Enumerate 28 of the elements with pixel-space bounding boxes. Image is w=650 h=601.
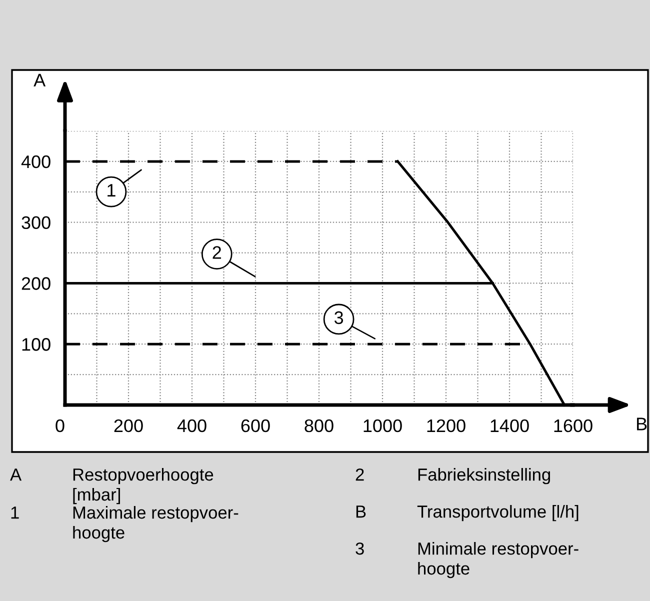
text: Maximale restopvoer- hoogte — [73, 506, 238, 542]
text: 2 — [356, 468, 364, 481]
x-tick-label: 1400 — [490, 419, 529, 432]
annotation: 1 — [108, 184, 116, 196]
text: Restopvoerhoogte [mbar] — [73, 468, 214, 504]
y-axis-title: A — [34, 74, 46, 86]
y-tick-label: 100 — [22, 338, 50, 351]
text: A — [10, 468, 22, 481]
text: 3 — [356, 542, 364, 555]
x-tick-label: 800 — [304, 419, 334, 432]
x-tick-label: 200 — [114, 419, 143, 432]
x-tick-label: 1000 — [364, 419, 402, 432]
text: Minimale restopvoer- hoogte — [418, 542, 578, 578]
x-tick-label: 0 — [56, 419, 64, 432]
text: Transportvolume [l/h] — [417, 505, 578, 522]
annotation: 2 — [212, 246, 222, 259]
text: 1 — [11, 506, 19, 519]
text: B — [356, 506, 366, 518]
y-tick-label: 200 — [22, 277, 50, 290]
y-tick-label: 300 — [22, 216, 50, 230]
x-tick-label: 1600 — [554, 419, 592, 432]
x-tick-label: 1200 — [427, 419, 466, 432]
x-tick-label: 400 — [177, 419, 206, 432]
annotation: 3 — [334, 311, 344, 324]
x-axis-title: B — [637, 418, 647, 430]
y-tick-label: 400 — [21, 155, 50, 168]
text: Fabrieksinstelling — [418, 468, 550, 484]
x-tick-label: 600 — [241, 419, 270, 432]
